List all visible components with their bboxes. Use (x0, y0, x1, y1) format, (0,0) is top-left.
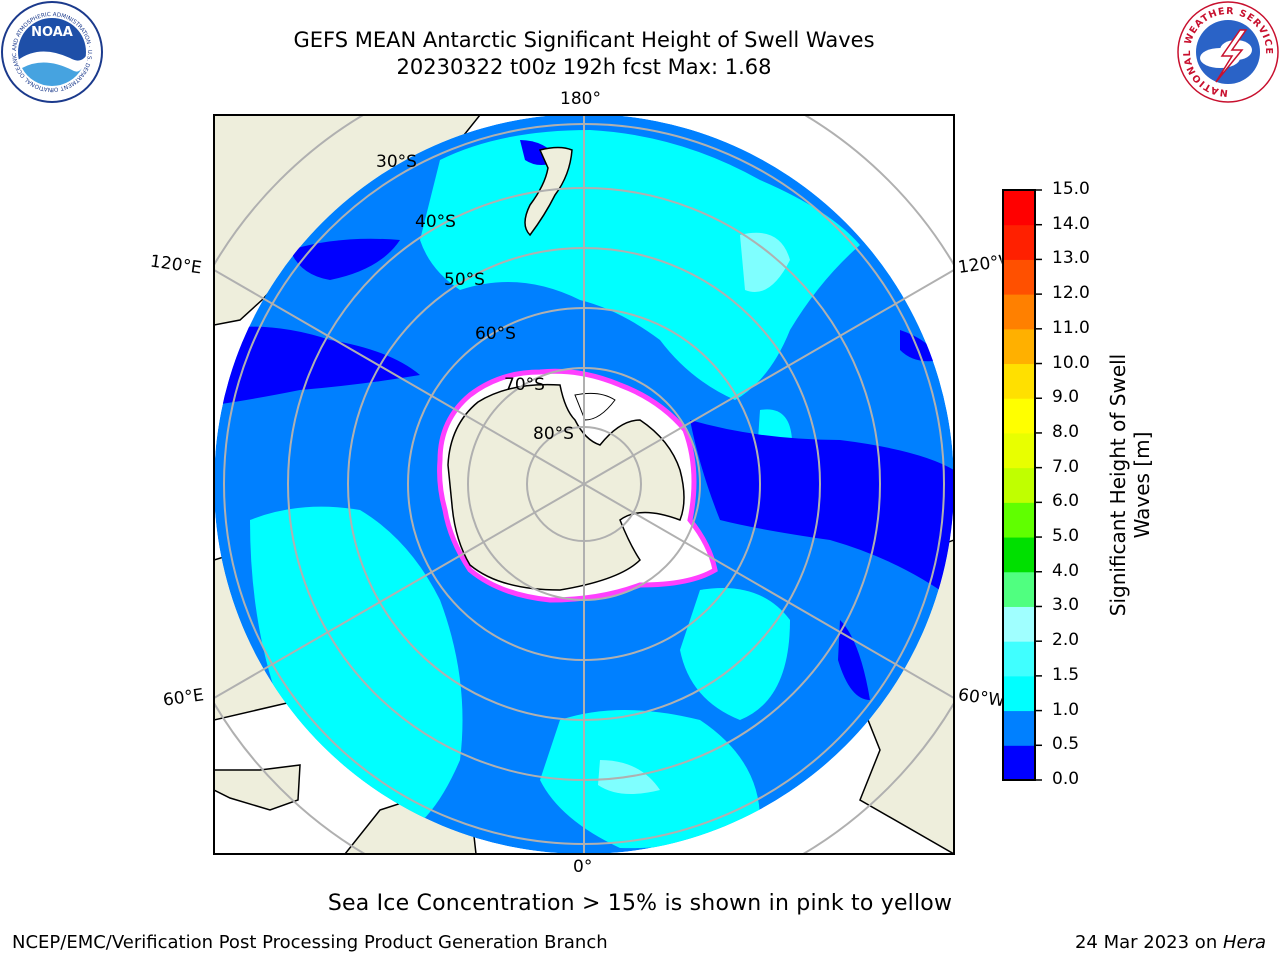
colorbar-band (1003, 467, 1035, 503)
svg-text:NOAA: NOAA (31, 25, 73, 40)
colorbar-tick-label: 14.0 (1052, 213, 1090, 234)
colorbar-tick-label: 13.0 (1052, 248, 1090, 269)
colorbar-band (1003, 259, 1035, 295)
colorbar-tick-label: 4.0 (1052, 560, 1080, 581)
colorbar-band (1003, 537, 1035, 573)
colorbar-tick-label: 6.0 (1052, 491, 1080, 512)
swell-low-patches (214, 140, 954, 700)
colorbar-tick-label: 3.0 (1052, 595, 1080, 616)
colorbar-band (1003, 502, 1035, 538)
colorbar-band (1003, 710, 1035, 746)
colorbar-band (1003, 745, 1035, 781)
graticule (214, 115, 954, 854)
lon-label-0: 0° (573, 857, 593, 877)
colorbar-tick-label: 0.0 (1052, 769, 1080, 789)
colorbar-band (1003, 571, 1035, 607)
map-subtitle: 20230322 t00z 192h fcst Max: 1.68 (396, 55, 772, 79)
colorbar-band (1003, 224, 1035, 260)
colorbar-tick-label: 1.5 (1052, 664, 1080, 685)
lon-label-180: 180° (560, 89, 601, 109)
colorbar-tick-label: 9.0 (1052, 387, 1080, 408)
colorbar-tick-label: 15.0 (1052, 179, 1090, 199)
colorbar-band (1003, 675, 1035, 712)
new-zealand (524, 146, 573, 237)
colorbar-tick-label: 0.5 (1052, 734, 1080, 755)
colorbar-tick-label: 10.0 (1052, 352, 1090, 373)
lat-label-70s: 70°S (504, 375, 545, 395)
lat-label-30s: 30°S (376, 152, 417, 172)
colorbar-tick-label: 12.0 (1052, 283, 1090, 304)
footer-credit: NCEP/EMC/Verification Post Processing Pr… (12, 932, 608, 953)
colorbar-band (1003, 190, 1035, 226)
colorbar-band (1003, 606, 1035, 642)
colorbar-tick-label: 5.0 (1052, 526, 1080, 547)
colorbar-band (1003, 294, 1035, 330)
colorbar-tick-label: 8.0 (1052, 421, 1080, 442)
noaa-logo: NOAA NATIONAL OCEANIC AND ATMOSPHERIC AD… (0, 0, 103, 103)
colorbar-tick-label: 1.0 (1052, 699, 1080, 720)
colorbar-band (1003, 432, 1035, 469)
colorbar-tick-label: 2.0 (1052, 630, 1080, 651)
colorbar-band (1003, 363, 1035, 399)
colorbar-band (1003, 328, 1035, 365)
map-title: GEFS MEAN Antarctic Significant Height o… (293, 28, 875, 52)
colorbar-title: Significant Height of Swell Waves [m] (1106, 353, 1154, 617)
lat-label-40s: 40°S (415, 212, 456, 232)
footer-date: 24 Mar 2023 on Hera (1074, 932, 1266, 953)
colorbar-tick-label: 11.0 (1052, 317, 1090, 338)
nws-logo: NATIONAL WEATHER SERVICE (1177, 1, 1279, 103)
sea-ice-note: Sea Ice Concentration > 15% is shown in … (327, 891, 953, 916)
colorbar-band (1003, 641, 1035, 677)
antarctica (437, 368, 718, 603)
lat-label-50s: 50°S (444, 270, 485, 290)
lat-label-60s: 60°S (475, 324, 516, 344)
colorbar-tick-label: 7.0 (1052, 456, 1080, 477)
colorbar-band (1003, 398, 1035, 434)
colorbar (1002, 189, 1042, 781)
lat-label-80s: 80°S (533, 424, 574, 444)
map-frame (213, 114, 955, 855)
